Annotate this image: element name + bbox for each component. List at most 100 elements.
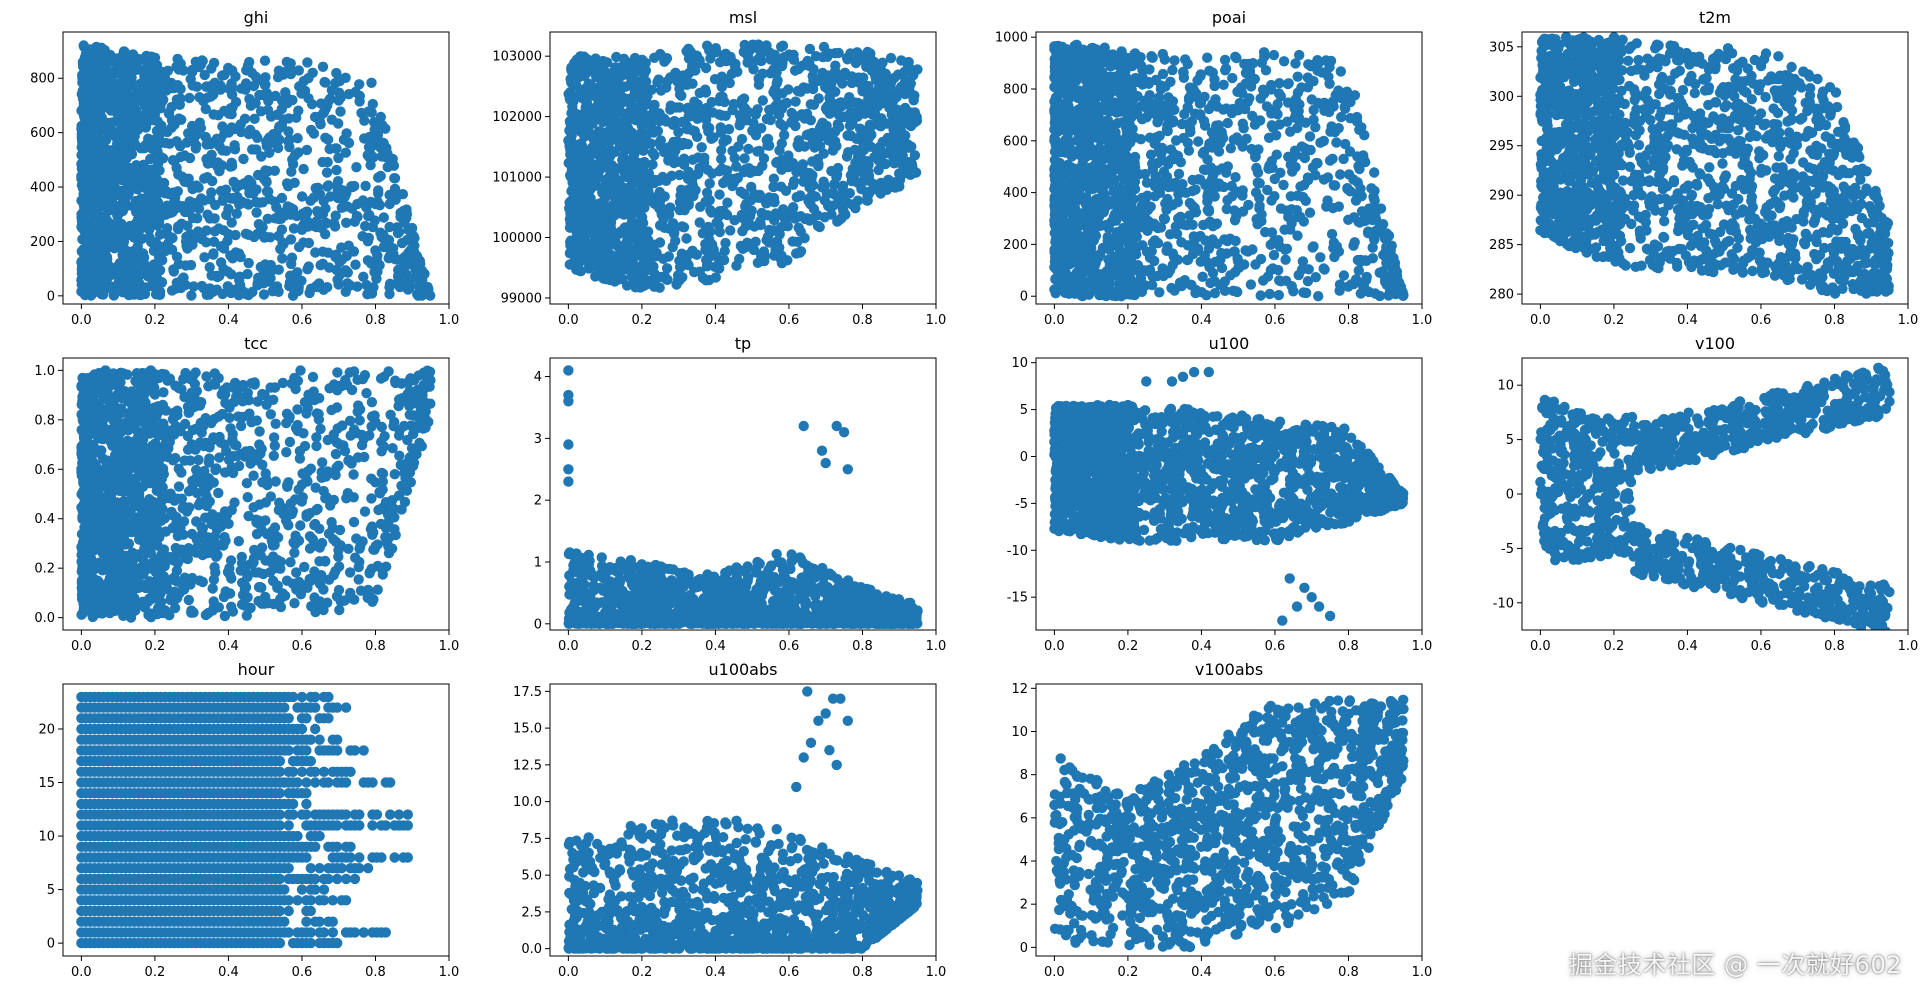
data-point: [609, 146, 620, 158]
data-point: [1266, 84, 1277, 95]
x-tick-label: 0.8: [365, 313, 386, 328]
data-point: [313, 208, 324, 219]
data-point: [647, 159, 658, 170]
data-point: [687, 78, 698, 89]
data-point: [1200, 164, 1211, 176]
data-point: [1269, 173, 1281, 185]
data-point: [293, 282, 304, 293]
data-point: [221, 145, 232, 156]
data-point: [1266, 195, 1277, 206]
data-point: [1195, 256, 1206, 267]
data-point: [81, 213, 93, 224]
data-point: [711, 217, 722, 228]
data-point: [151, 84, 162, 95]
data-point: [235, 119, 246, 130]
data-point: [360, 180, 371, 192]
data-point: [258, 269, 269, 280]
data-point: [637, 104, 648, 115]
data-point: [78, 75, 89, 87]
data-point: [1283, 78, 1294, 89]
data-point: [1216, 262, 1228, 274]
data-point: [320, 132, 331, 143]
data-point: [109, 182, 121, 193]
data-point: [129, 64, 140, 75]
data-point: [1187, 83, 1199, 95]
data-point: [243, 128, 254, 140]
data-point: [1183, 92, 1195, 104]
data-point: [1159, 54, 1171, 65]
data-point: [1152, 105, 1163, 117]
data-point: [588, 134, 599, 145]
data-point: [1201, 290, 1212, 301]
data-point: [117, 70, 128, 82]
data-point: [744, 211, 756, 222]
data-point: [761, 40, 772, 51]
data-point: [303, 237, 315, 249]
data-point: [1051, 264, 1062, 275]
data-point: [220, 184, 232, 195]
data-point: [674, 197, 686, 208]
data-point: [1206, 173, 1218, 185]
data-point: [1360, 215, 1371, 226]
data-point: [738, 46, 749, 58]
x-tick-label: 0.2: [145, 313, 166, 328]
data-point: [131, 160, 142, 171]
data-point: [333, 118, 344, 129]
data-point: [122, 264, 133, 275]
subplot-msl: 0.0 0.2 0.4 0.6 0.8 1.09900010000010100010200…: [492, 8, 946, 328]
y-tick-label: 800: [30, 72, 55, 87]
data-point: [1145, 201, 1156, 212]
data-point: [743, 163, 755, 174]
data-point: [349, 180, 360, 192]
data-point: [402, 278, 413, 289]
data-point: [737, 226, 748, 237]
data-point: [199, 252, 210, 263]
data-point: [397, 189, 409, 200]
data-point: [607, 226, 618, 237]
data-point: [278, 239, 289, 250]
data-point: [1164, 95, 1176, 107]
data-point: [389, 173, 400, 184]
data-point: [289, 270, 300, 281]
data-point: [771, 99, 782, 110]
data-point: [1298, 216, 1310, 227]
data-point: [80, 95, 91, 106]
data-point: [368, 282, 379, 293]
data-point: [314, 116, 326, 128]
data-point: [783, 150, 794, 161]
data-point: [689, 266, 700, 278]
data-point: [225, 103, 236, 114]
data-point: [769, 250, 780, 261]
data-point: [293, 147, 304, 158]
data-point: [1136, 192, 1148, 204]
data-point: [585, 184, 596, 195]
data-point: [270, 90, 281, 102]
data-point: [1318, 135, 1330, 147]
data-point: [1289, 112, 1301, 123]
data-point: [254, 89, 265, 101]
data-point: [652, 77, 663, 88]
data-point: [154, 136, 166, 147]
data-point: [317, 156, 328, 168]
data-point: [359, 133, 370, 144]
y-tick-label: 600: [30, 126, 55, 141]
data-point: [82, 163, 94, 175]
data-point: [229, 140, 240, 151]
data-point: [639, 202, 650, 213]
data-point: [597, 116, 608, 128]
data-point: [118, 278, 129, 289]
data-point: [584, 104, 595, 115]
data-point: [1213, 120, 1224, 131]
data-point: [1216, 247, 1227, 259]
data-point: [814, 132, 825, 143]
x-tick-label: 0.0: [71, 313, 92, 328]
y-tick-label: 101000: [492, 171, 542, 186]
data-point: [366, 77, 377, 89]
data-point: [880, 158, 891, 170]
data-point: [264, 147, 275, 158]
data-point: [1152, 117, 1163, 128]
data-point: [251, 144, 262, 155]
data-point: [576, 140, 588, 152]
data-point: [92, 108, 104, 119]
data-point: [858, 125, 869, 136]
